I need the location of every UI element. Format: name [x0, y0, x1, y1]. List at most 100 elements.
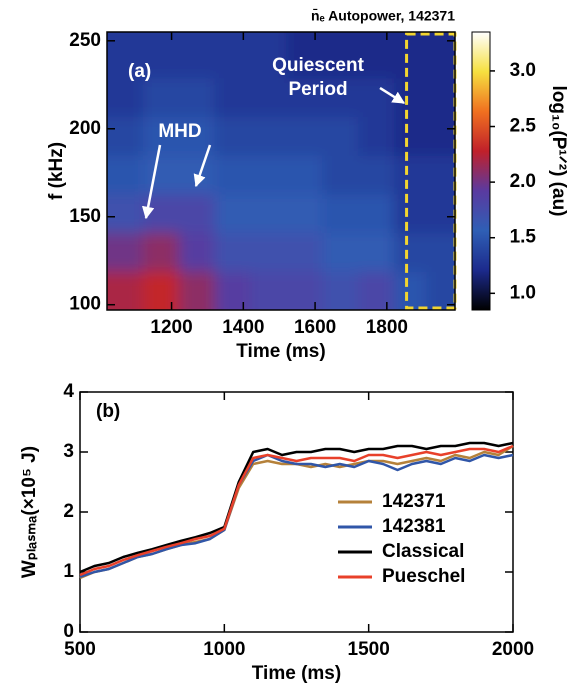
heatmap-cell — [250, 271, 287, 310]
y-tick-label: 4 — [63, 381, 74, 402]
heatmap-cell — [322, 155, 359, 195]
annotation: MHD — [158, 121, 201, 142]
annotation-arrow — [141, 144, 162, 220]
x-axis-label: Time (ms) — [236, 341, 325, 362]
colorbar — [471, 31, 491, 311]
x-tick-label: 1400 — [222, 317, 264, 338]
heatmap-cell — [286, 232, 323, 272]
heatmap-cell — [107, 193, 144, 234]
heatmap-cell — [394, 271, 427, 310]
heatmap-cell — [358, 116, 395, 156]
panel-label: (a) — [128, 61, 151, 82]
heatmap-cell — [214, 116, 252, 156]
x-tick-label: 500 — [64, 639, 96, 660]
heatmap-cell — [107, 232, 144, 272]
heatmap-cell — [250, 77, 287, 117]
y-tick-label: 2 — [63, 501, 74, 522]
heatmap-cell — [322, 193, 359, 234]
heatmap-cell — [322, 271, 359, 310]
heatmap-cell — [358, 271, 395, 310]
y-axis-label: f (kHz) — [46, 142, 67, 200]
colorbar-tick-label: 1.5 — [510, 227, 537, 248]
heatmap-cell — [426, 193, 455, 234]
x-tick-label: 1800 — [366, 317, 408, 338]
heatmap-cell — [286, 155, 323, 195]
heatmap-cell — [286, 32, 323, 79]
heatmap-cell — [214, 271, 252, 310]
heatmap-cell — [426, 116, 455, 156]
heatmap-cell — [178, 77, 216, 117]
y-axis-label: Wₚₗₐₛₘₐ(×10⁵ J) — [19, 446, 40, 578]
heatmap-cell — [214, 32, 252, 79]
y-tick-label: 100 — [69, 294, 101, 315]
heatmap-cell — [426, 32, 455, 79]
plot-frame — [106, 31, 456, 311]
colorbar-label: log₁₀(P¹ᐟ²) (au) — [548, 85, 569, 216]
heatmap-cells — [107, 32, 455, 310]
heatmap-cell — [142, 271, 180, 310]
panel-label: (b) — [96, 401, 120, 422]
colorbar-tick-label: 2.5 — [510, 116, 537, 137]
heatmap-cell — [394, 232, 427, 272]
x-tick-label: 2000 — [492, 639, 534, 660]
heatmap-cell — [286, 77, 323, 117]
heatmap-cell — [250, 32, 287, 79]
heatmap-cell — [394, 193, 427, 234]
x-tick-label: 1500 — [348, 639, 390, 660]
x-tick-label: 1600 — [294, 317, 336, 338]
heatmap-cell — [394, 155, 427, 195]
x-tick-label: 1000 — [203, 639, 245, 660]
series-line — [79, 444, 514, 577]
heatmap-cell — [250, 155, 287, 195]
annotation: Period — [288, 79, 347, 100]
heatmap-cell — [322, 77, 359, 117]
heatmap-cell — [426, 77, 455, 117]
heatmap-cell — [214, 232, 252, 272]
heatmap-cell — [142, 116, 180, 156]
x-tick-label: 1200 — [150, 317, 192, 338]
heatmap-cell — [394, 116, 427, 156]
heatmap-cell — [107, 32, 144, 79]
chart-title: n̄ₑ Autopower, 142371 — [311, 7, 455, 24]
colorbar-tick-label: 2.0 — [510, 171, 536, 192]
colorbar-tick-label: 3.0 — [510, 60, 536, 81]
y-tick-label: 3 — [63, 441, 74, 462]
heatmap-cell — [286, 193, 323, 234]
legend-label: Pueschel — [382, 566, 465, 587]
heatmap-cell — [178, 155, 216, 195]
heatmap-cell — [250, 193, 287, 234]
heatmap-cell — [426, 232, 455, 272]
heatmap-cell — [322, 32, 359, 79]
heatmap-cell — [214, 155, 252, 195]
heatmap-cell — [107, 77, 144, 117]
heatmap-cell — [214, 193, 252, 234]
heatmap-cell — [358, 193, 395, 234]
heatmap-cell — [426, 271, 455, 310]
heatmap-cell — [426, 155, 455, 195]
heatmap-cell — [178, 32, 216, 79]
annotation: Quiescent — [272, 55, 365, 76]
annotation-arrow — [193, 144, 212, 188]
heatmap-cell — [107, 155, 144, 195]
heatmap-cell — [394, 77, 427, 117]
spectrogram — [107, 32, 455, 310]
heatmap-cell — [286, 116, 323, 156]
y-tick-label: 150 — [69, 206, 101, 227]
heatmap-cell — [358, 32, 395, 79]
heatmap-cell — [250, 116, 287, 156]
series-line — [79, 453, 514, 578]
legend-label: 142381 — [382, 516, 446, 537]
heatmap-cell — [107, 271, 144, 310]
heatmap-cell — [142, 77, 180, 117]
heatmap-cell — [358, 77, 395, 117]
y-tick-label: 250 — [69, 30, 101, 51]
legend-label: Classical — [382, 541, 464, 562]
y-tick-label: 200 — [69, 118, 101, 139]
heatmap-cell — [394, 32, 427, 79]
heatmap-cell — [322, 116, 359, 156]
heatmap-cell — [142, 232, 180, 272]
series-line — [79, 441, 514, 574]
heatmap-cell — [142, 32, 180, 79]
heatmap-cell — [214, 77, 252, 117]
